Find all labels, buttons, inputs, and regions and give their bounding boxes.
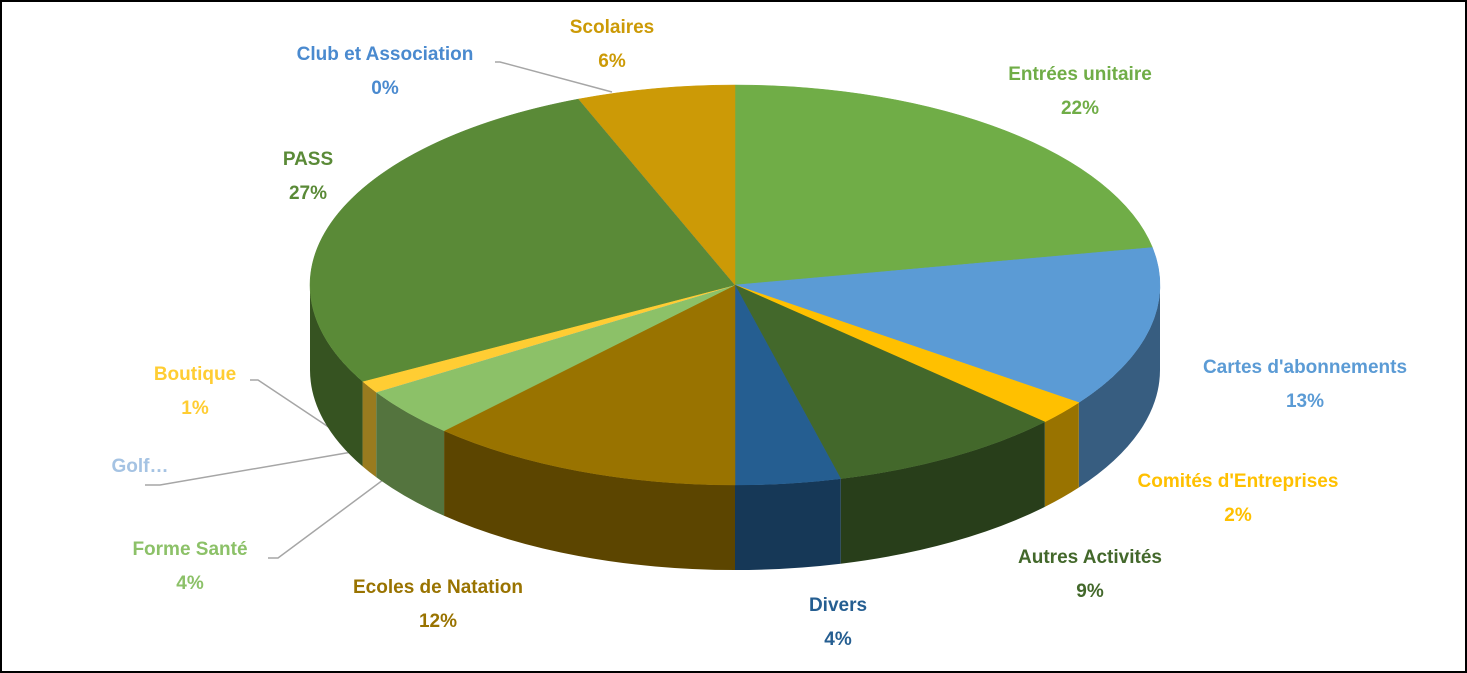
slice-side: [310, 285, 363, 467]
data-label-value: 4%: [824, 629, 852, 650]
data-label-value: 12%: [419, 611, 457, 632]
leader-line: [495, 61, 613, 93]
slice-side: [1044, 402, 1079, 507]
data-label-value: 9%: [1076, 581, 1104, 602]
data-label-name: PASS: [283, 149, 333, 170]
data-label-name: Entrées unitaire: [1008, 64, 1152, 85]
data-label-value: 22%: [1061, 98, 1099, 119]
data-label-name: Golf…: [112, 456, 169, 477]
leader-line: [250, 379, 349, 441]
data-label-name: Forme Santé: [132, 539, 247, 560]
slice: [734, 84, 1153, 286]
slice: [578, 84, 736, 286]
slice-side: [735, 478, 841, 570]
leader-line: [145, 451, 353, 486]
slice-side: [840, 421, 1045, 564]
data-label-name: Boutique: [154, 364, 236, 385]
data-label-name: Comités d'Entreprises: [1138, 471, 1339, 492]
slice: [734, 247, 1161, 403]
data-label-value: 4%: [176, 573, 204, 594]
data-label-value: 13%: [1286, 391, 1324, 412]
data-label-name: Autres Activités: [1018, 547, 1162, 568]
slice: [309, 98, 736, 382]
data-label-value: 0%: [371, 78, 399, 99]
data-label-value: 1%: [181, 398, 209, 419]
data-label-value: 6%: [598, 51, 626, 72]
data-label-name: Club et Association: [297, 44, 474, 65]
data-label-value: 2%: [1224, 505, 1252, 526]
leader-lines: [145, 61, 613, 559]
leader-line: [268, 479, 384, 559]
data-label-name: Divers: [809, 595, 867, 616]
data-label-name: Scolaires: [570, 17, 655, 38]
data-label-name: Ecoles de Natation: [353, 577, 523, 598]
data-label-value: 27%: [289, 183, 327, 204]
slice-side: [1078, 285, 1160, 488]
slice-side: [362, 381, 377, 478]
slice: [443, 284, 736, 486]
slice: [734, 284, 1046, 479]
data-label-name: Cartes d'abonnements: [1203, 357, 1407, 378]
slice-side: [444, 430, 735, 570]
